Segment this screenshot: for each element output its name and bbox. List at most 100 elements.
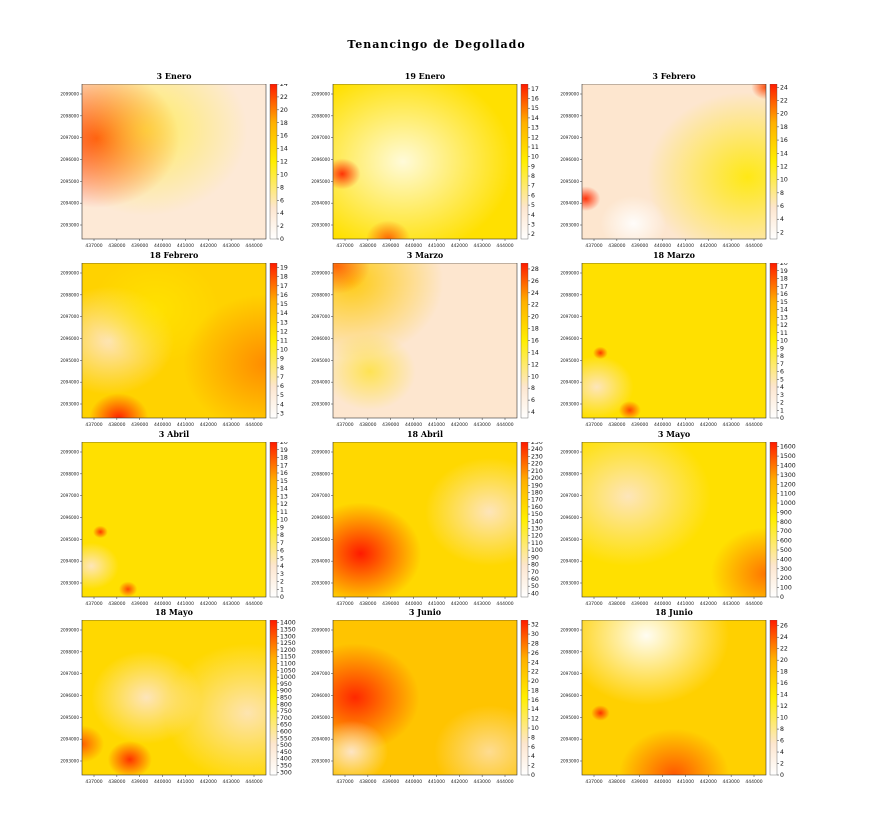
plot-frame [581, 262, 767, 419]
colorbar-tick-label: 5 [531, 202, 535, 209]
heatmap-svg: 437000 438000 439000 440000 441000 442000 4430… [60, 439, 288, 607]
y-tick-label: 2094000 [560, 559, 579, 564]
colorbar-tick-label: 140 [531, 518, 543, 525]
colorbar-tick-label: 8 [531, 734, 535, 741]
colorbar-tick-label: 300 [780, 566, 792, 573]
colorbar-tick-label: 7 [780, 361, 784, 368]
colorbar-tick-label: 5 [780, 376, 784, 383]
colorbar-tick-label: 250 [531, 442, 543, 446]
colorbar-tick-label: 16 [780, 137, 788, 144]
x-tick-label: 443000 [474, 422, 491, 428]
y-tick-label: 2093000 [60, 759, 79, 764]
y-tick-label: 2094000 [311, 559, 330, 564]
x-tick-label: 442000 [451, 422, 468, 428]
colorbar-tick-label: 8 [280, 532, 284, 539]
y-tick-label: 2098000 [60, 649, 79, 654]
y-tick-label: 2098000 [311, 113, 330, 118]
heatmap-svg: 437000 438000 439000 440000 441000 442000 4430… [560, 82, 788, 249]
y-tick-label: 2096000 [311, 336, 330, 341]
colorbar-tick-label: 1 [780, 407, 784, 414]
colorbar-tick-label: 12 [280, 501, 288, 508]
colorbar [520, 441, 529, 598]
y-tick-label: 2094000 [60, 201, 79, 206]
heatmap-svg: 437000 438000 439000 440000 441000 442000 4430… [60, 81, 288, 249]
colorbar-tick-label: 350 [280, 762, 292, 769]
y-tick-label: 2099000 [311, 271, 330, 276]
x-tick-label: 444000 [496, 243, 513, 249]
x-tick-label: 438000 [608, 779, 625, 785]
colorbar-tick-label: 120 [531, 533, 543, 540]
x-tick-label: 440000 [405, 601, 422, 607]
colorbar-tick-label: 14 [280, 310, 288, 317]
y-tick-label: 2097000 [60, 135, 79, 140]
colorbar-tick-label: 1500 [780, 453, 796, 460]
colorbar [769, 441, 778, 598]
colorbar-tick-label: 6 [780, 369, 784, 376]
x-tick-label: 443000 [474, 243, 491, 249]
x-tick-label: 440000 [654, 422, 671, 428]
colorbar-tick-label: 19 [280, 447, 288, 454]
heatmap-gradient [582, 620, 766, 775]
y-tick-label: 2093000 [60, 402, 79, 407]
x-tick-label: 439000 [631, 422, 648, 428]
colorbar-tick-label: 1000 [280, 674, 296, 681]
colorbar-tick-label: 900 [280, 688, 292, 695]
colorbar-tick-label: 14 [780, 307, 788, 314]
heatmap-panel: 3 Enero 437000 438000 439000 440000 441000 442… [50, 71, 310, 274]
panel-title: 18 Mayo [155, 607, 193, 617]
y-tick-label: 2098000 [60, 113, 79, 118]
colorbar [520, 619, 529, 776]
colorbar-tick-label: 700 [280, 715, 292, 722]
x-tick-label: 444000 [245, 243, 262, 249]
y-tick-label: 2099000 [560, 92, 579, 97]
colorbar-tick-label: 22 [780, 646, 788, 653]
colorbar-tick-label: 180 [531, 489, 543, 496]
y-tick-label: 2096000 [311, 157, 330, 162]
colorbar-tick-label: 14 [780, 150, 788, 157]
y-tick-label: 2093000 [311, 402, 330, 407]
colorbar-tick-label: 13 [280, 493, 288, 500]
panel-title: 3 Abril [158, 429, 190, 439]
colorbar-tick-label: 12 [780, 322, 788, 329]
colorbar-tick-label: 130 [531, 526, 543, 533]
colorbar-tick-label: 16 [780, 680, 788, 687]
colorbar-tick-label: 10 [780, 338, 788, 345]
colorbar-tick-label: 7 [531, 183, 535, 190]
colorbar-tick-label: 16 [531, 697, 539, 704]
heatmap-panel: 18 Junio 437000 438000 439000 440000 441000 44… [550, 607, 810, 810]
colorbar-tick-label: 1300 [280, 633, 296, 640]
colorbar-tick-label: 8 [780, 726, 784, 733]
x-tick-label: 439000 [131, 601, 148, 607]
colorbar-tick-label: 5 [280, 555, 284, 562]
y-tick-label: 2096000 [60, 515, 79, 520]
colorbar-tick-label: 24 [531, 659, 539, 666]
colorbar-tick-label: 22 [280, 94, 288, 101]
colorbar-tick-label: 3 [280, 410, 284, 417]
colorbar-tick-label: 17 [280, 283, 288, 290]
colorbar-tick-label: 12 [531, 716, 539, 723]
heatmap-gradient [333, 442, 517, 597]
x-tick-label: 443000 [223, 601, 240, 607]
colorbar-tick-label: 220 [531, 461, 543, 468]
colorbar-tick-label: 24 [780, 634, 788, 641]
x-tick-label: 443000 [223, 422, 240, 428]
y-tick-label: 2098000 [311, 471, 330, 476]
x-tick-label: 443000 [723, 601, 740, 607]
colorbar-tick-label: 12 [280, 159, 288, 166]
y-tick-label: 2093000 [311, 759, 330, 764]
heatmap-gradient [582, 263, 766, 418]
colorbar-tick-label: 2 [280, 223, 284, 230]
colorbar [520, 262, 529, 419]
heatmap-gradient [82, 263, 266, 418]
colorbar-tick-label: 15 [280, 478, 288, 485]
y-tick-label: 2095000 [60, 715, 79, 720]
colorbar-tick-label: 210 [531, 468, 543, 475]
colorbar-tick-label: 4 [531, 753, 535, 760]
panel-title: 18 Febrero [149, 250, 199, 260]
colorbar-tick-label: 0 [531, 772, 535, 779]
colorbar-tick-label: 10 [531, 725, 539, 732]
colorbar-tick-label: 17 [531, 86, 539, 93]
colorbar-tick-label: 9 [531, 163, 535, 170]
x-tick-label: 440000 [654, 779, 671, 785]
